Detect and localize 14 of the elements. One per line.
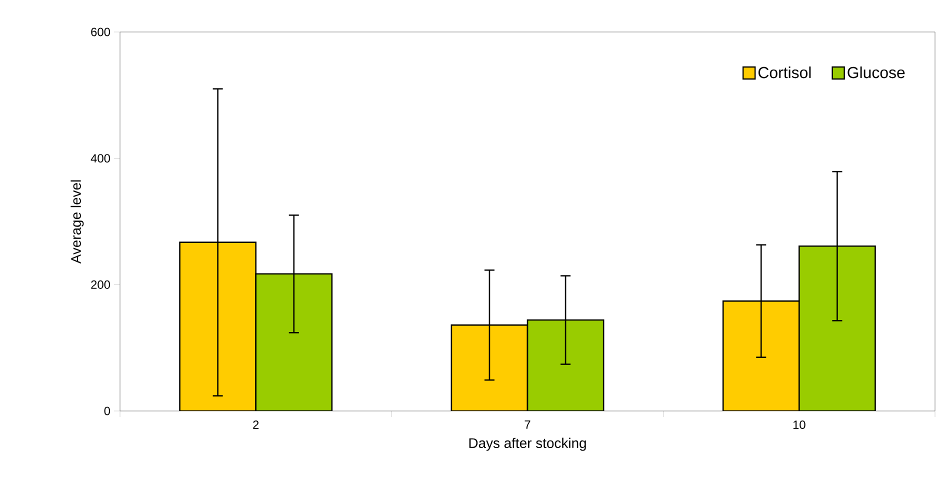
- legend-label: Cortisol: [758, 66, 811, 78]
- x-axis-title: Days after stocking: [469, 438, 586, 451]
- bar: [526, 319, 604, 411]
- bar: [255, 273, 333, 411]
- y-axis-title: Average level: [70, 180, 84, 264]
- bar: [798, 245, 876, 411]
- x-tick-label: 2: [253, 420, 259, 429]
- y-tick-label: 600: [91, 28, 110, 36]
- y-tick-label: 400: [90, 154, 110, 163]
- legend-label: Glucose: [848, 66, 905, 78]
- x-tick-label: 7: [524, 420, 530, 429]
- y-tick-label: 0: [104, 406, 110, 416]
- x-tick-label: 10: [793, 420, 806, 429]
- y-tick-label: 200: [91, 280, 110, 289]
